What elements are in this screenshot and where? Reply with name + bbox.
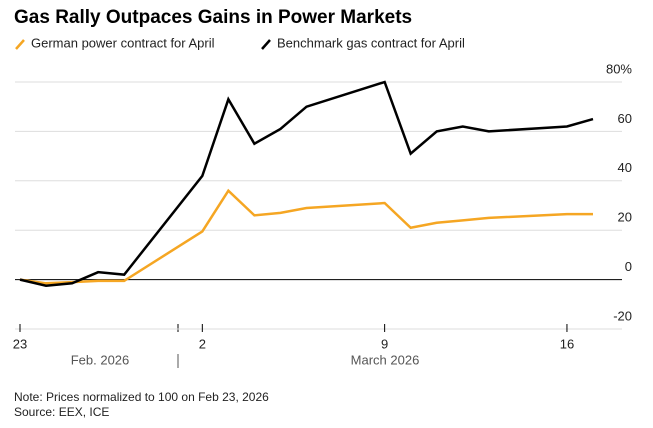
x-tick-label: 9	[381, 336, 388, 351]
source: Source: EEX, ICE	[14, 405, 109, 419]
x-tick-label: 2	[199, 336, 206, 351]
chart-title: Gas Rally Outpaces Gains in Power Market…	[14, 7, 412, 28]
y-tick-label: 40	[618, 160, 632, 175]
series-line	[19, 188, 593, 285]
y-tick-label: 80%	[606, 61, 632, 76]
legend-swatch	[15, 39, 25, 50]
month-label: Feb. 2026	[71, 352, 130, 367]
y-tick-label: 20	[618, 210, 632, 225]
month-label: March 2026	[351, 352, 420, 367]
x-tick-label: 23	[13, 336, 27, 351]
x-tick-label: 16	[560, 336, 574, 351]
legend-label: Benchmark gas contract for April	[277, 35, 465, 50]
legend-swatch	[261, 39, 271, 50]
y-tick-label: -20	[613, 308, 632, 323]
legend-label: German power contract for April	[31, 35, 215, 50]
y-tick-label: 0	[625, 259, 632, 274]
y-tick-label: 60	[618, 111, 632, 126]
series-line	[19, 80, 594, 288]
note: Note: Prices normalized to 100 on Feb 23…	[14, 390, 269, 404]
